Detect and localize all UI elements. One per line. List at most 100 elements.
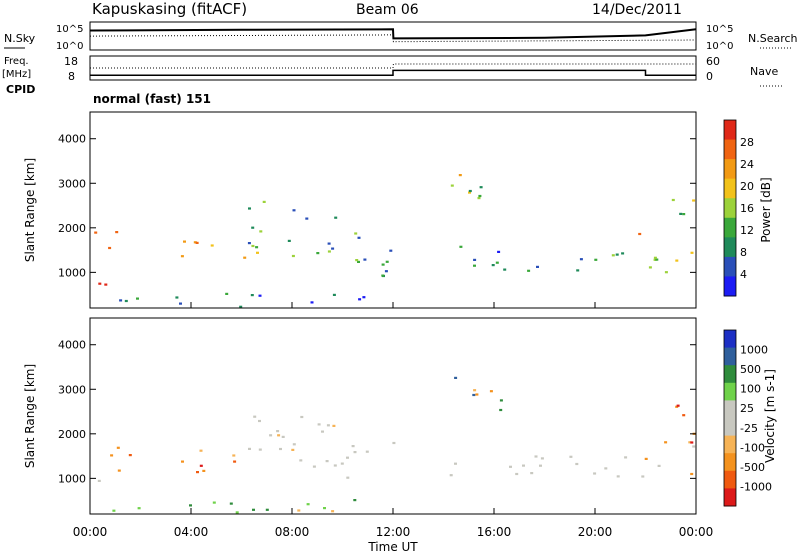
velocity-axes: 1000 2000 3000 4000 [58, 339, 697, 514]
freq-tick-hi: 18 [64, 55, 78, 68]
power-colorbar-tick: 12 [740, 224, 754, 237]
power-cell [310, 301, 314, 304]
velocity-cell [317, 423, 321, 426]
velocity-cell [229, 502, 233, 505]
velocity-cell [196, 471, 199, 474]
velocity-cell [392, 441, 396, 445]
velocity-cell [641, 475, 645, 478]
velocity-cell [331, 510, 335, 513]
power-colorbar-label: Power [dB] [759, 177, 773, 242]
velocity-colorbar-swatch [724, 347, 736, 366]
velocity-cell [325, 460, 329, 463]
power-cell [331, 247, 335, 250]
beam-label: Beam 06 [356, 2, 419, 18]
power-cell [384, 270, 388, 273]
noise-line-nsky [89, 28, 697, 40]
velocity-colorbar-tick: 500 [740, 363, 761, 376]
velocity-cell [353, 451, 357, 454]
power-cell [98, 282, 102, 285]
x-tick-label: 16:00 [477, 525, 512, 539]
power-cell [594, 258, 598, 261]
freq-label-1: Freq. [4, 56, 29, 67]
velocity-colorbar-tick: -25 [740, 422, 758, 435]
velocity-cell [112, 509, 116, 512]
power-cell [180, 255, 184, 258]
velocity-cell [199, 464, 203, 467]
velocity-cell [539, 464, 542, 467]
x-tick-label: 00:00 [679, 525, 714, 539]
power-ylabel: Slant Range [km] [23, 158, 37, 262]
velocity-colorbar-tick: 25 [740, 402, 754, 415]
x-tick-label: 20:00 [578, 525, 613, 539]
noise-series [89, 28, 697, 43]
velocity-cell [569, 455, 573, 458]
velocity-colorbar-swatch [724, 470, 736, 489]
nave-label: Nave [750, 65, 778, 78]
power-cell [357, 236, 361, 239]
velocity-cell [692, 445, 696, 448]
velocity-colorbar-swatch [724, 400, 736, 419]
velocity-cell [333, 464, 337, 467]
power-cell [243, 256, 247, 259]
velocity-cell [534, 455, 538, 458]
velocity-cell [644, 457, 648, 460]
power-cell [479, 186, 483, 189]
y-tick-label: 1000 [58, 472, 86, 485]
power-cell [327, 250, 331, 253]
power-cell [119, 299, 123, 302]
power-cell [250, 294, 254, 297]
power-colorbar-tick: 28 [740, 136, 754, 149]
power-cell [682, 213, 686, 216]
power-cell [363, 258, 367, 261]
velocity-cell [97, 479, 101, 482]
power-cell [655, 258, 659, 261]
velocity-cell [306, 503, 310, 506]
velocity-cell [321, 430, 324, 433]
noise-tick-hi-left: 10^5 [56, 24, 83, 35]
velocity-cell [690, 472, 694, 476]
y-tick-label: 2000 [58, 222, 86, 235]
power-colorbar-swatch [724, 139, 736, 160]
velocity-cell [499, 399, 503, 402]
power-cell [459, 245, 463, 248]
power-cell [611, 254, 615, 257]
power-colorbar-swatch [724, 237, 736, 258]
velocity-scatter-cells [97, 376, 696, 514]
velocity-cell [575, 462, 579, 466]
velocity-cell [110, 454, 114, 457]
power-cell [357, 260, 360, 263]
power-cell [334, 216, 338, 219]
x-tick-label: 08:00 [275, 525, 310, 539]
velocity-cell [340, 462, 344, 465]
power-colorbar-tick: 24 [740, 158, 754, 171]
power-cell [362, 296, 366, 299]
velocity-colorbar-swatch [724, 418, 736, 437]
velocity-cell [279, 447, 282, 451]
power-cell [251, 244, 255, 248]
power-cell [381, 274, 385, 277]
power-cell [287, 239, 291, 242]
power-cell [675, 259, 679, 262]
velocity-cell [475, 393, 479, 396]
velocity-colorbar-swatch [724, 382, 736, 401]
power-scatter-cells [94, 174, 696, 308]
power-cell [94, 231, 98, 234]
power-cell [225, 292, 229, 295]
y-tick-label: 4000 [58, 133, 86, 146]
power-colorbar-tick: 4 [740, 268, 747, 281]
x-tick-label: 12:00 [376, 525, 411, 539]
power-cell [108, 246, 112, 250]
velocity-cell [346, 456, 349, 459]
velocity-cell [688, 441, 692, 444]
velocity-cell [540, 457, 544, 460]
station-title: Kapuskasing (fitACF) [92, 0, 247, 18]
velocity-cell [472, 393, 476, 397]
x-tick-label: 04:00 [174, 525, 209, 539]
velocity-cell [454, 462, 457, 465]
velocity-cell [181, 460, 184, 463]
power-cell [251, 226, 255, 229]
power-cell [491, 264, 495, 267]
freq-line [90, 69, 696, 76]
power-cell [193, 241, 197, 244]
